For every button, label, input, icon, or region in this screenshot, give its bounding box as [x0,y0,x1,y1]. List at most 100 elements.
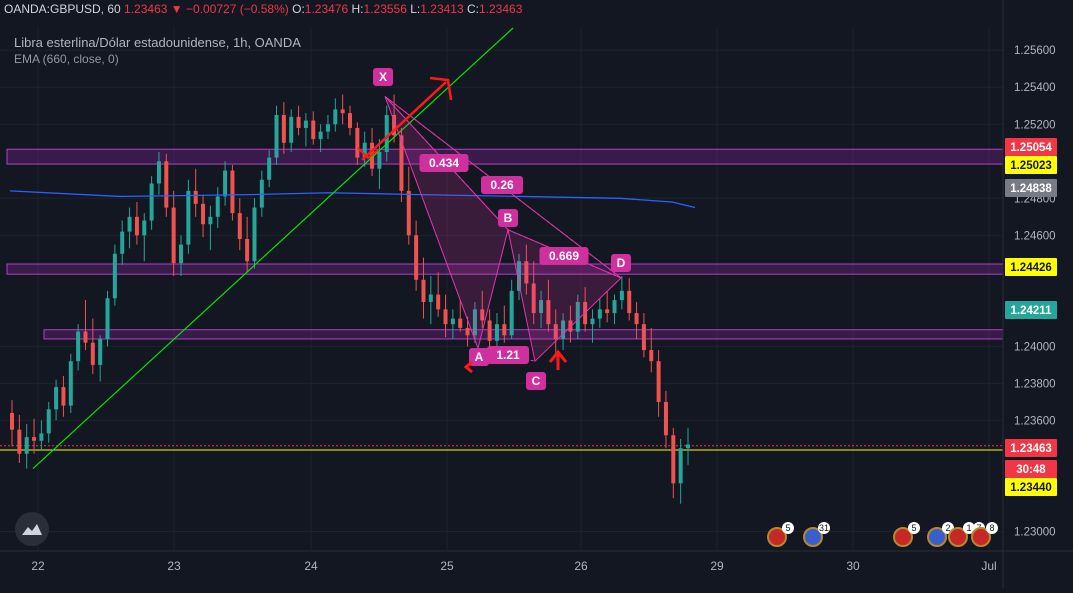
up-arrow-icon [361,81,447,161]
price-change: −0.00727 (−0.58%) [186,2,289,16]
x-tick-label: 30 [846,559,860,573]
candle-body [281,115,286,143]
pattern-ratio-label: 0.434 [429,156,459,170]
open-label: O: [292,2,305,16]
candle-body [348,113,352,128]
candle-body [289,116,294,143]
y-tick-label: 1.23600 [1014,415,1056,427]
candle-body [245,239,250,262]
x-tick-label: 25 [440,559,454,573]
pattern-ratio-label-bg [487,346,529,364]
candle-body [164,161,169,208]
high-value: 1.23556 [363,2,407,16]
candle-body [502,324,507,336]
close-value: 1.23463 [479,2,523,16]
x-tick-label: 29 [710,559,724,573]
candle-body [487,320,492,341]
candle-body [105,298,110,339]
candle-body [127,216,132,232]
candle-body [561,320,566,339]
y-tick-label: 1.25600 [1014,45,1056,57]
flag-icon [971,527,991,547]
price-label: 1.24838 [1010,183,1052,195]
pattern-point-label-bg [526,372,546,390]
last-price: 1.23463 [124,2,168,16]
price-label-bg [1005,460,1057,478]
pattern-point-label: X [379,70,387,84]
candle-body [421,279,426,302]
zones [6,148,1004,340]
y-tick-label: 1.23800 [1014,378,1056,390]
price-label-bg [1005,156,1057,174]
candle-body [98,338,103,365]
candle-body [472,309,477,336]
candle-body [671,435,676,484]
candle-body [634,313,639,325]
price-label-bg [1005,138,1057,156]
candle-body [149,183,154,221]
event-count: 8 [989,523,994,533]
indicator-legend[interactable]: EMA (660, close, 0) [14,52,119,66]
candle-body [32,437,37,441]
candle-body [296,116,301,128]
flag-icon [927,527,947,547]
candle-body [171,207,176,264]
candle-body [649,350,654,362]
candle-body [24,437,29,454]
candle-body [436,294,441,310]
candle-body [641,324,646,351]
candle-body [120,231,125,254]
candle-body [450,318,455,325]
price-label-bg [1005,179,1057,197]
candle-body [333,109,338,125]
event-count-bg [782,522,794,534]
candle-body [612,300,617,314]
candle-body [414,235,419,280]
pattern-ratio-label-bg [481,176,523,194]
supply-demand-zone [6,263,1004,275]
pattern-point-label: B [504,211,513,225]
pattern-ratio-label: 0.26 [490,178,514,192]
ema-660 [9,190,696,209]
candle-body [311,120,316,140]
up-arrow-head-icon [429,76,453,101]
candle-body [112,253,117,299]
candle-body [546,300,551,325]
candle-body [619,290,624,301]
candle-body [193,190,198,204]
candle-body [215,196,220,217]
tradingview-logo-icon[interactable] [15,512,49,546]
pattern-point-label: A [475,350,484,364]
price-label: 1.23440 [1010,482,1052,494]
event-count-bg [963,522,975,534]
flag-icon [948,527,968,547]
y-tick-label: 1.24000 [1014,341,1056,353]
symbol-legend: OANDA:GBPUSD, 60 1.23463 ▼ −0.00727 (−0.… [4,2,522,16]
candle-body [428,294,433,302]
candle-body [539,300,544,314]
candle-body [156,161,161,184]
y-tick-label: 1.23000 [1014,526,1056,538]
event-count: 1 [966,523,971,533]
candle-body [627,290,632,314]
pattern-point-label-bg [611,254,631,272]
pattern-point-label: D [617,256,626,270]
symbol-interval[interactable]: OANDA:GBPUSD, 60 [4,2,121,16]
candle-body [325,124,330,132]
supply-demand-zone [43,329,1004,340]
trendline [32,27,514,469]
candle-body [340,109,345,114]
candle-body [656,361,661,402]
pattern-point-label-bg [469,348,489,366]
flag-icon [893,527,913,547]
candle-body [318,131,323,140]
x-tick-label: Jul [981,559,996,573]
candle-body [17,429,22,454]
candle-body [259,179,264,208]
grid [0,28,1003,550]
candle-body [46,409,51,434]
candle-body [517,261,521,291]
candles [10,94,690,504]
